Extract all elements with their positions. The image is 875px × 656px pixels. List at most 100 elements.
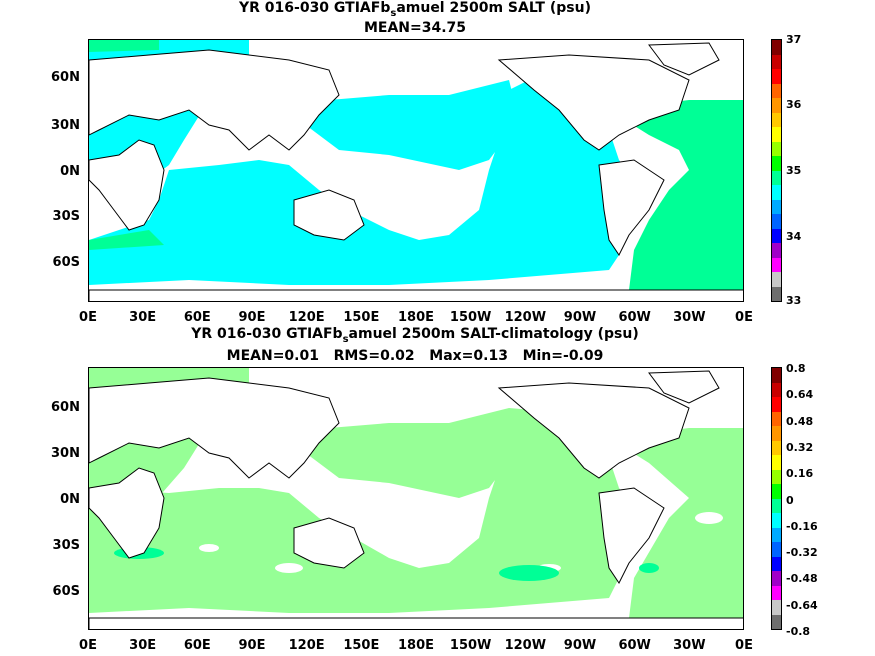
panel2-australia [293, 517, 365, 569]
lon-label: 120W [504, 638, 547, 653]
colorbar-segment [772, 54, 781, 69]
lon-label: 180E [397, 310, 435, 325]
colorbar-segment [772, 185, 781, 200]
panel2-white-patch [275, 563, 303, 573]
panel2-colorbar-label: 0 [786, 493, 794, 507]
colorbar-segment [772, 69, 781, 84]
panel1-south-indian-green [89, 230, 164, 250]
panel1-title: YR 016-030 GTIAFbsamuel 2500m SALT (psu) [0, 0, 830, 22]
colorbar-segment [772, 469, 781, 484]
panel1-title-sub: s [390, 7, 397, 19]
panel2-africa [89, 467, 165, 559]
colorbar-segment [772, 40, 781, 55]
lon-label: 0E [735, 638, 753, 653]
panel2-title-suffix: amuel 2500m SALT-climatology (psu) [348, 326, 639, 342]
panel1-colorbar-label: 36 [786, 98, 802, 111]
panel2-colorbar-label: 0.32 [786, 440, 814, 454]
panel2-greenland [648, 370, 720, 404]
panel2-colorbar-label: -0.16 [786, 519, 818, 533]
lon-label: 90E [238, 310, 266, 325]
colorbar-segment [772, 368, 781, 383]
panel1-north-america [497, 54, 690, 151]
lon-label: 150E [343, 310, 380, 325]
panel1-title-suffix: amuel 2500m SALT (psu) [396, 0, 591, 16]
panel2-green-patch [639, 563, 659, 573]
colorbar-segment [772, 214, 781, 229]
lon-label: 150E [343, 638, 380, 653]
lon-label: 30W [673, 638, 706, 653]
panel2-colorbar-label: 0.48 [786, 414, 814, 428]
panel1-lat-label: 30S [52, 209, 80, 224]
lon-label: 90W [563, 310, 597, 325]
lon-label: 90W [563, 638, 597, 653]
lon-label: 30E [129, 638, 157, 653]
colorbar-segment [772, 556, 781, 571]
lon-label: 60E [183, 310, 211, 325]
panel2-colorbar-label: 0.16 [786, 467, 814, 481]
lon-label: 60W [618, 310, 651, 325]
panel2-map [88, 367, 744, 630]
panel2-colorbar-label: -0.32 [786, 546, 818, 560]
colorbar-segment [772, 98, 781, 113]
panel1-africa [89, 139, 165, 231]
lon-label: 120E [288, 310, 325, 325]
colorbar-segment [772, 542, 781, 557]
colorbar-segment [772, 156, 781, 171]
colorbar-segment [772, 440, 781, 455]
colorbar-segment [772, 484, 781, 499]
lon-label: 0E [79, 638, 97, 653]
colorbar-segment [772, 170, 781, 185]
panel1-title-prefix: YR 016-030 GTIAFb [239, 0, 391, 16]
lon-label: 90E [238, 638, 266, 653]
colorbar-segment [772, 498, 781, 513]
panel1-arctic-green [89, 40, 159, 52]
panel2-colorbar-label: -0.8 [786, 625, 811, 638]
colorbar-segment [772, 513, 781, 528]
panel2-title-prefix: YR 016-030 GTIAFb [191, 326, 343, 342]
panel2-subtitle: MEAN=0.01 RMS=0.02 Max=0.13 Min=-0.09 [226, 348, 604, 364]
colorbar-segment [772, 411, 781, 426]
panel1-colorbar [771, 39, 782, 302]
colorbar-segment [772, 455, 781, 470]
lon-label: 150W [449, 310, 492, 325]
panel1-map [88, 39, 744, 302]
colorbar-segment [772, 243, 781, 258]
panel1-australia [293, 189, 365, 241]
panel1-south-america [598, 159, 665, 256]
colorbar-segment [772, 585, 781, 600]
lon-label: 30E [129, 310, 157, 325]
panel1-lat-label: 30N [51, 118, 80, 133]
colorbar-segment [772, 112, 781, 127]
panel1-lat-label: 60S [52, 255, 80, 270]
panel1-antarctica [89, 289, 743, 301]
lon-label: 60W [618, 638, 651, 653]
panel2-lat-label: 60S [52, 584, 80, 599]
lon-label: 0E [79, 310, 97, 325]
panel1-lat-label: 60N [51, 70, 80, 85]
colorbar-segment [772, 571, 781, 586]
lon-label: 60E [183, 638, 211, 653]
panel2-white-patch [695, 512, 723, 524]
panel2-title: YR 016-030 GTIAFbsamuel 2500m SALT-clima… [0, 326, 830, 348]
panel2-white-patch [399, 503, 419, 513]
colorbar-segment [772, 228, 781, 243]
colorbar-segment [772, 382, 781, 397]
lon-label: 30W [673, 310, 706, 325]
panel1-colorbar-label: 33 [786, 294, 802, 307]
panel1-colorbar-label: 35 [786, 164, 802, 177]
colorbar-segment [772, 614, 781, 629]
panel2-green-patch [499, 565, 559, 581]
panel1-atlantic-ocean [609, 100, 743, 290]
panel2-lat-label: 60N [51, 400, 80, 415]
colorbar-segment [772, 426, 781, 441]
panel1-indo-pacific-ocean [89, 40, 649, 285]
panel2-eurasia [89, 377, 340, 479]
panel2-white-patch [199, 544, 219, 552]
panel2-antarctica [89, 617, 743, 629]
panel2-colorbar-label: -0.64 [786, 598, 818, 612]
lon-label: 120E [288, 638, 325, 653]
panel2-south-america [598, 487, 665, 584]
colorbar-segment [772, 527, 781, 542]
colorbar-segment [772, 83, 781, 98]
panel2-north-america [497, 382, 690, 479]
